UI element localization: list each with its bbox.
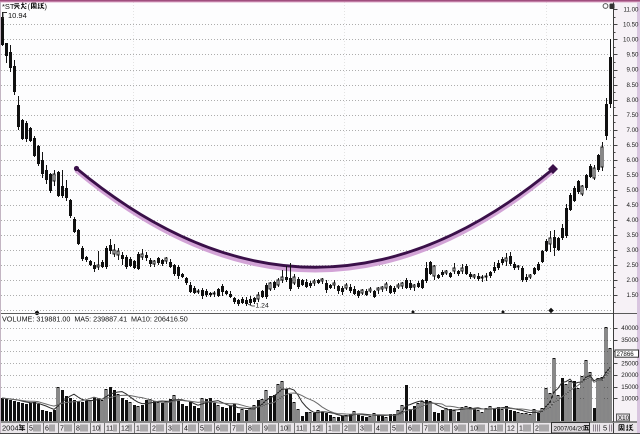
svg-text:X10: X10 <box>618 415 630 422</box>
svg-text:10.50: 10.50 <box>623 22 639 29</box>
svg-text:10: 10 <box>470 426 478 433</box>
svg-text:10: 10 <box>280 426 288 433</box>
svg-text:3.00: 3.00 <box>626 247 639 254</box>
svg-text:3: 3 <box>168 426 172 433</box>
svg-text:5: 5 <box>603 424 607 433</box>
svg-text:7: 7 <box>60 426 64 433</box>
svg-text:25000: 25000 <box>621 360 639 367</box>
svg-text:35000: 35000 <box>621 337 639 344</box>
svg-text:1.24: 1.24 <box>256 303 269 310</box>
svg-text:2.00: 2.00 <box>626 277 639 284</box>
svg-text:8: 8 <box>76 426 80 433</box>
svg-text:6: 6 <box>408 426 412 433</box>
svg-text:8: 8 <box>248 426 252 433</box>
svg-text:4: 4 <box>184 426 188 433</box>
svg-text:1.50: 1.50 <box>626 292 639 299</box>
svg-text:5.00: 5.00 <box>626 187 639 194</box>
svg-text:9.00: 9.00 <box>626 67 639 74</box>
svg-text:11.00: 11.00 <box>623 7 639 14</box>
svg-text:*ST: *ST <box>2 2 15 11</box>
svg-text:1: 1 <box>328 426 332 433</box>
svg-text:7.50: 7.50 <box>626 112 639 119</box>
svg-text:11: 11 <box>106 426 113 433</box>
svg-text:40000: 40000 <box>621 325 639 332</box>
svg-text:8.00: 8.00 <box>626 97 639 104</box>
svg-text:11: 11 <box>490 426 497 433</box>
svg-text:6.00: 6.00 <box>626 157 639 164</box>
svg-text:2007/04/20: 2007/04/20 <box>554 425 586 432</box>
svg-text:12: 12 <box>121 426 129 433</box>
svg-text:9: 9 <box>454 426 458 433</box>
svg-text:2: 2 <box>535 426 539 433</box>
svg-text:6: 6 <box>216 426 220 433</box>
svg-text:10.94: 10.94 <box>8 11 27 20</box>
svg-text:12: 12 <box>312 426 320 433</box>
svg-text:7.00: 7.00 <box>626 127 639 134</box>
svg-text:5.50: 5.50 <box>626 172 639 179</box>
svg-text:8.50: 8.50 <box>626 82 639 89</box>
svg-text:1: 1 <box>519 426 523 433</box>
svg-text:5: 5 <box>29 426 33 433</box>
svg-text:4: 4 <box>376 426 380 433</box>
svg-text:7: 7 <box>424 426 428 433</box>
svg-text:VOLUME: 319881.00 MA5: 239887: VOLUME: 319881.00 MA5: 239887.41 MA10: 2… <box>2 315 188 324</box>
svg-text:15000: 15000 <box>621 384 639 391</box>
svg-text:9: 9 <box>264 426 268 433</box>
svg-text:2.50: 2.50 <box>626 262 639 269</box>
svg-text:27866: 27866 <box>617 351 635 358</box>
svg-text:10000: 10000 <box>621 396 639 403</box>
svg-text:10: 10 <box>92 426 100 433</box>
svg-text:4.00: 4.00 <box>626 217 639 224</box>
svg-text:11: 11 <box>296 426 303 433</box>
svg-text:4.50: 4.50 <box>626 202 639 209</box>
svg-text:5: 5 <box>392 426 396 433</box>
svg-text:6.50: 6.50 <box>626 142 639 149</box>
svg-text:3.50: 3.50 <box>626 232 639 239</box>
svg-text:12: 12 <box>507 426 515 433</box>
svg-text:8: 8 <box>440 426 444 433</box>
svg-text:20000: 20000 <box>621 372 639 379</box>
svg-text:2: 2 <box>152 426 156 433</box>
svg-text:6: 6 <box>45 426 49 433</box>
svg-text:3: 3 <box>360 426 364 433</box>
svg-text:9.50: 9.50 <box>626 52 639 59</box>
svg-text:1: 1 <box>136 426 140 433</box>
svg-text:2004: 2004 <box>2 424 19 433</box>
svg-text:2: 2 <box>344 426 348 433</box>
svg-text:7: 7 <box>232 426 236 433</box>
svg-text:10.00: 10.00 <box>623 37 639 44</box>
svg-text:5: 5 <box>200 426 204 433</box>
